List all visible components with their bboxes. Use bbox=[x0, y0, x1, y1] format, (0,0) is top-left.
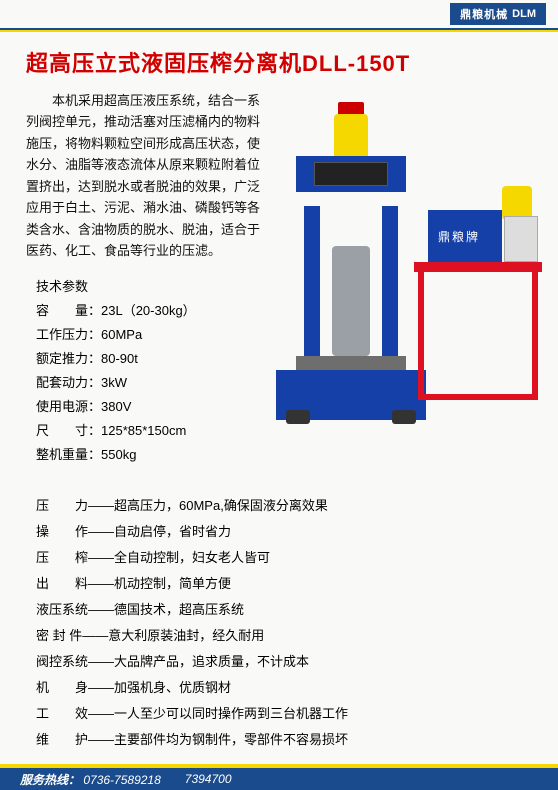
feature-value: 大品牌产品，追求质量，不计成本 bbox=[114, 654, 309, 669]
feature-value: 德国技术，超高压系统 bbox=[114, 602, 244, 617]
feature-row: 阀控系统——大品牌产品，追求质量，不计成本 bbox=[36, 649, 532, 675]
spec-row: 使用电源：380V bbox=[36, 395, 264, 419]
press-control-panel bbox=[314, 162, 388, 186]
feature-row: 压 榨——全自动控制，妇女老人皆可 bbox=[36, 545, 532, 571]
feature-label: 密 封 件—— bbox=[36, 628, 108, 643]
feature-value: 全自动控制，妇女老人皆可 bbox=[114, 550, 270, 565]
feature-label: 维 护—— bbox=[36, 732, 114, 747]
spec-title: 技术参数 bbox=[36, 276, 264, 295]
footer-bar: 服务热线： 0736-7589218 7394700 bbox=[0, 764, 558, 790]
pump-brand-label: 鼎粮牌 bbox=[438, 228, 480, 245]
feature-value: 自动启停，省时省力 bbox=[114, 524, 231, 539]
press-column-right bbox=[382, 206, 398, 356]
feature-row: 维 护——主要部件均为钢制件，零部件不容易损坏 bbox=[36, 727, 532, 753]
spec-row: 尺 寸：125*85*150cm bbox=[36, 419, 264, 443]
spec-label: 容 量： bbox=[36, 299, 101, 323]
press-machine-illustration bbox=[276, 120, 426, 420]
press-wheel bbox=[392, 410, 416, 424]
spec-value: 125*85*150cm bbox=[101, 423, 186, 438]
feature-label: 出 料—— bbox=[36, 576, 114, 591]
page-title: 超高压立式液固压榨分离机DLL-150T bbox=[26, 46, 532, 78]
spec-label: 额定推力： bbox=[36, 347, 101, 371]
feature-label: 操 作—— bbox=[36, 524, 114, 539]
spec-row: 工作压力：60MPa bbox=[36, 323, 264, 347]
footer-phone2: 7394700 bbox=[185, 772, 232, 786]
intro-paragraph: 本机采用超高压液压系统，结合一系列阀控单元，推动活塞对压滤桶内的物料施压，将物料… bbox=[26, 90, 264, 262]
pump-frame bbox=[418, 270, 538, 400]
spec-row: 整机重量：550kg bbox=[36, 443, 264, 467]
body-row: 本机采用超高压液压系统，结合一系列阀控单元，推动活塞对压滤桶内的物料施压，将物料… bbox=[26, 90, 532, 467]
press-wheel bbox=[286, 410, 310, 424]
spec-value: 550kg bbox=[101, 447, 136, 462]
feature-value: 一人至少可以同时操作两到三台机器工作 bbox=[114, 706, 348, 721]
spec-label: 整机重量： bbox=[36, 443, 101, 467]
footer-hotline: 服务热线： 0736-7589218 bbox=[20, 771, 161, 788]
feature-value: 主要部件均为钢制件，零部件不容易损坏 bbox=[114, 732, 348, 747]
hydraulic-pump-illustration: 鼎粮牌 bbox=[418, 210, 538, 400]
spec-value: 380V bbox=[101, 399, 131, 414]
footer-label: 服务热线： bbox=[20, 773, 80, 787]
feature-label: 机 身—— bbox=[36, 680, 114, 695]
brand-sub: DLM bbox=[512, 8, 536, 20]
pump-control-box bbox=[504, 216, 538, 262]
feature-label: 液压系统—— bbox=[36, 602, 114, 617]
spec-label: 工作压力： bbox=[36, 323, 101, 347]
feature-label: 阀控系统—— bbox=[36, 654, 114, 669]
press-barrel bbox=[332, 246, 370, 356]
spec-value: 60MPa bbox=[101, 327, 142, 342]
spec-value: 3kW bbox=[101, 375, 127, 390]
feature-value: 机动控制，简单方便 bbox=[114, 576, 231, 591]
spec-row: 额定推力：80-90t bbox=[36, 347, 264, 371]
spec-label: 尺 寸： bbox=[36, 419, 101, 443]
spec-row: 容 量：23L（20-30kg） bbox=[36, 299, 264, 323]
feature-row: 工 效——一人至少可以同时操作两到三台机器工作 bbox=[36, 701, 532, 727]
feature-row: 密 封 件——意大利原装油封，经久耐用 bbox=[36, 623, 532, 649]
feature-label: 压 力—— bbox=[36, 498, 114, 513]
pump-motor bbox=[502, 186, 532, 220]
feature-value: 意大利原装油封，经久耐用 bbox=[108, 628, 264, 643]
feature-row: 压 力——超高压力，60MPa,确保固液分离效果 bbox=[36, 493, 532, 519]
spec-list: 容 量：23L（20-30kg）工作压力：60MPa额定推力：80-90t配套动… bbox=[36, 299, 264, 467]
text-column: 本机采用超高压液压系统，结合一系列阀控单元，推动活塞对压滤桶内的物料施压，将物料… bbox=[26, 90, 264, 467]
spec-row: 配套动力：3kW bbox=[36, 371, 264, 395]
feature-row: 机 身——加强机身、优质钢材 bbox=[36, 675, 532, 701]
spec-value: 23L（20-30kg） bbox=[101, 303, 196, 318]
feature-row: 操 作——自动启停，省时省力 bbox=[36, 519, 532, 545]
feature-row: 出 料——机动控制，简单方便 bbox=[36, 571, 532, 597]
image-column: 鼎粮牌 bbox=[276, 90, 532, 467]
press-column-left bbox=[304, 206, 320, 356]
feature-label: 工 效—— bbox=[36, 706, 114, 721]
spec-label: 使用电源： bbox=[36, 395, 101, 419]
content: 超高压立式液固压榨分离机DLL-150T 本机采用超高压液压系统，结合一系列阀控… bbox=[0, 32, 558, 753]
spec-label: 配套动力： bbox=[36, 371, 101, 395]
feature-value: 加强机身、优质钢材 bbox=[114, 680, 231, 695]
feature-label: 压 榨—— bbox=[36, 550, 114, 565]
brand-badge: 鼎粮机械 DLM bbox=[450, 3, 546, 25]
top-bar: 鼎粮机械 DLM bbox=[0, 0, 558, 28]
feature-row: 液压系统——德国技术，超高压系统 bbox=[36, 597, 532, 623]
feature-list: 压 力——超高压力，60MPa,确保固液分离效果操 作——自动启停，省时省力压 … bbox=[36, 493, 532, 753]
feature-value: 超高压力，60MPa,确保固液分离效果 bbox=[114, 498, 328, 513]
press-platform bbox=[296, 356, 406, 370]
spec-value: 80-90t bbox=[101, 351, 138, 366]
footer-phone1: 0736-7589218 bbox=[83, 773, 160, 787]
brand-name: 鼎粮机械 bbox=[460, 6, 508, 22]
